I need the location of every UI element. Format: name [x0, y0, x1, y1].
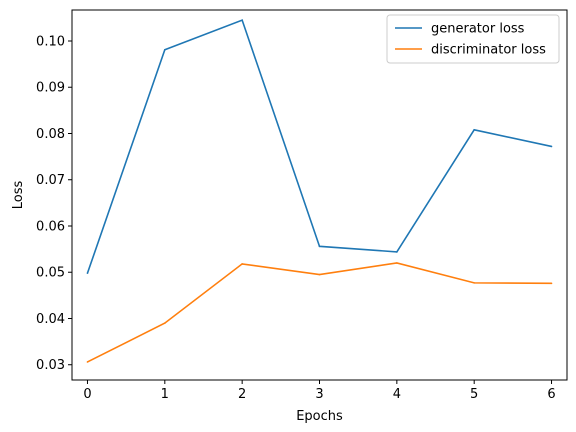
- y-tick-label: 0.10: [36, 34, 65, 49]
- x-tick-label: 4: [393, 387, 401, 402]
- y-tick-label: 0.04: [36, 312, 65, 327]
- x-axis-label: Epochs: [296, 409, 343, 424]
- data-point-0-0: [86, 272, 89, 274]
- data-point-0-4: [396, 251, 398, 253]
- legend-label-0: generator loss: [431, 22, 525, 37]
- x-tick-label: 2: [238, 387, 246, 402]
- y-axis-label: Loss: [11, 181, 26, 210]
- data-point-1-3: [318, 273, 321, 276]
- y-tick-label: 0.07: [36, 173, 65, 188]
- data-point-1-4: [396, 262, 398, 264]
- legend-box: [386, 14, 560, 64]
- legend: generator loss discriminator loss: [386, 14, 560, 64]
- data-point-0-6: [550, 145, 553, 148]
- legend-label-1: discriminator loss: [431, 43, 546, 58]
- data-point-0-1: [164, 48, 166, 51]
- data-point-0-3: [318, 245, 321, 248]
- y-tick-label: 0.08: [36, 127, 65, 142]
- data-point-1-1: [164, 322, 166, 324]
- y-tick-label: 0.06: [36, 219, 65, 234]
- y-tick-label: 0.09: [36, 81, 65, 96]
- y-tick-label: 0.05: [36, 266, 65, 281]
- data-point-1-5: [473, 282, 475, 284]
- y-tick-label: 0.03: [36, 358, 65, 373]
- x-tick-label: 5: [470, 387, 478, 402]
- data-point-1-6: [550, 282, 553, 285]
- axes-frame: [71, 9, 568, 381]
- x-tick-label: 6: [547, 387, 555, 402]
- x-tick-label: 0: [83, 387, 91, 402]
- x-tick-label: 1: [161, 387, 169, 402]
- data-point-1-0: [86, 361, 89, 363]
- plot-area: [86, 19, 553, 363]
- x-tick-label: 3: [315, 387, 323, 402]
- data-point-0-5: [473, 128, 475, 131]
- axis-ticks: 0 1 2 3 4 5 6 0.03 0.04 0.05 0.06 0.07 0.08 0.09 0.10: [36, 34, 556, 402]
- data-point-1-2: [241, 263, 243, 265]
- data-point-0-2: [241, 19, 243, 21]
